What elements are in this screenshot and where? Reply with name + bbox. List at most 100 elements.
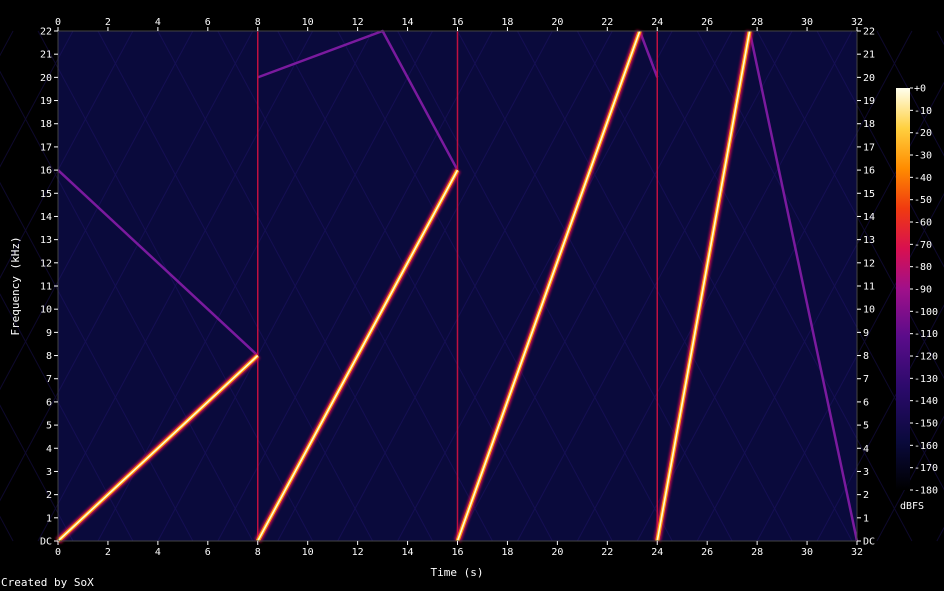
x-tick-label-bottom: 32 (851, 547, 863, 558)
x-tick-label-bottom: 26 (701, 547, 713, 558)
y-tick-label-right: 22 (863, 27, 875, 38)
y-tick-label-left: 10 (40, 305, 52, 316)
x-tick-label-bottom: 10 (302, 547, 314, 558)
y-tick-label-left: 22 (40, 27, 52, 38)
x-tick-label-top: 4 (155, 17, 161, 28)
y-tick-label-left: 19 (40, 96, 52, 107)
x-tick-label-bottom: 8 (255, 547, 261, 558)
x-tick-label-top: 28 (751, 17, 763, 28)
y-tick-label-left: 1 (46, 513, 52, 524)
y-tick-label-right: 2 (863, 490, 869, 501)
x-tick-label-bottom: 4 (155, 547, 161, 558)
y-tick-label-right: 8 (863, 351, 869, 362)
x-tick-label-bottom: 30 (801, 547, 813, 558)
x-tick-label-bottom: 2 (105, 547, 111, 558)
x-tick-label-top: 16 (451, 17, 463, 28)
y-tick-label-right: 5 (863, 421, 869, 432)
colorbar-ticks: +0 -10 -20 -30 -40 -50 -60 -70 -80 -90 -100 -110 -12… (910, 84, 938, 497)
y-tick-label-left: 4 (46, 444, 52, 455)
y-tick-label-right: 16 (863, 166, 875, 177)
y-tick-label-right: 3 (863, 467, 869, 478)
colorbar-tick-label: -40 (914, 173, 932, 184)
colorbar-tick-label: -30 (914, 151, 932, 162)
x-tick-label-bottom: 6 (205, 547, 211, 558)
colorbar-tick-label: -140 (914, 396, 938, 407)
y-tick-label-left: 6 (46, 397, 52, 408)
y-tick-label-right: DC (863, 537, 875, 548)
x-tick-label-top: 26 (701, 17, 713, 28)
y-tick-label-left: 20 (40, 73, 52, 84)
x-axis-title: Time (s) (431, 566, 484, 579)
y-tick-label-right: 15 (863, 189, 875, 200)
y-tick-label-right: 10 (863, 305, 875, 316)
y-tick-label-right: 19 (863, 96, 875, 107)
y-tick-label-right: 11 (863, 282, 875, 293)
alias-series-4 (57, 169, 259, 357)
y-tick-label-right: 21 (863, 50, 875, 61)
y-tick-label-right: 12 (863, 258, 875, 269)
colorbar-label: dBFS (900, 501, 924, 512)
y-tick-label-left: 21 (40, 50, 52, 61)
y-tick-label-right: 6 (863, 397, 869, 408)
colorbar-tick-label: -60 (914, 218, 932, 229)
x-tick-label-top: 24 (651, 17, 663, 28)
x-tick-label-top: 0 (55, 17, 61, 28)
colorbar-tick-label: -170 (914, 463, 938, 474)
boundary-layer (257, 31, 658, 541)
x-tick-label-top: 12 (352, 17, 364, 28)
x-tick-label-bottom: 16 (451, 547, 463, 558)
y-tick-label-left: 12 (40, 258, 52, 269)
colorbar-tick-label: -160 (914, 441, 938, 452)
colorbar-tick-label: -50 (914, 195, 932, 206)
alias-series-6 (638, 30, 659, 78)
y-tick-label-left: 5 (46, 421, 52, 432)
colorbar-tick-label: -130 (914, 374, 938, 385)
colorbar-tick-label: -180 (914, 486, 938, 497)
colorbar-tick-label: -20 (914, 128, 932, 139)
y-tick-label-left: 7 (46, 374, 52, 385)
colorbar-tick-label: -100 (914, 307, 938, 318)
y-tick-label-right: 14 (863, 212, 875, 223)
y-tick-label-right: 9 (863, 328, 869, 339)
y-tick-label-left: 8 (46, 351, 52, 362)
x-tick-label-bottom: 18 (501, 547, 513, 558)
y-tick-label-left: 18 (40, 119, 52, 130)
x-tick-label-top: 20 (551, 17, 563, 28)
x-tick-label-top: 2 (105, 17, 111, 28)
y-tick-label-left: 17 (40, 142, 52, 153)
chirp-series-0 (55, 352, 261, 544)
y-tick-label-right: 1 (863, 513, 869, 524)
x-tick-label-bottom: 14 (402, 547, 414, 558)
x-tick-label-top: 32 (851, 17, 863, 28)
y-tick-label-left: 11 (40, 282, 52, 293)
y-tick-label-left: 16 (40, 166, 52, 177)
colorbar-tick-label: +0 (914, 84, 926, 95)
y-axis-title: Frequency (kHz) (9, 236, 22, 335)
y-tick-label-left: 14 (40, 212, 52, 223)
y-tick-label-right: 18 (863, 119, 875, 130)
alias-series-7 (748, 30, 859, 542)
colorbar-tick-label: -150 (914, 419, 938, 430)
colorbar-tick-label: -10 (914, 106, 932, 117)
y-tick-label-left: DC (40, 537, 52, 548)
x-tick-label-bottom: 22 (601, 547, 613, 558)
primary-layer (55, 29, 754, 544)
x-tick-label-top: 14 (402, 17, 414, 28)
y-tick-label-left: 2 (46, 490, 52, 501)
x-tick-label-top: 10 (302, 17, 314, 28)
x-tick-label-top: 6 (205, 17, 211, 28)
y-tick-label-right: 4 (863, 444, 869, 455)
colorbar-tick-label: -110 (914, 329, 938, 340)
colorbar (896, 88, 910, 490)
colorbar-tick-label: -70 (914, 240, 932, 251)
chirp-series-3 (653, 30, 754, 542)
x-axis: 0022446688101012121414161618182020222224… (55, 17, 863, 558)
x-tick-label-bottom: 28 (751, 547, 763, 558)
x-tick-label-bottom: 0 (55, 547, 61, 558)
y-tick-label-right: 13 (863, 235, 875, 246)
colorbar-tick-label: -80 (914, 262, 932, 273)
x-tick-label-top: 8 (255, 17, 261, 28)
x-tick-label-bottom: 12 (352, 547, 364, 558)
